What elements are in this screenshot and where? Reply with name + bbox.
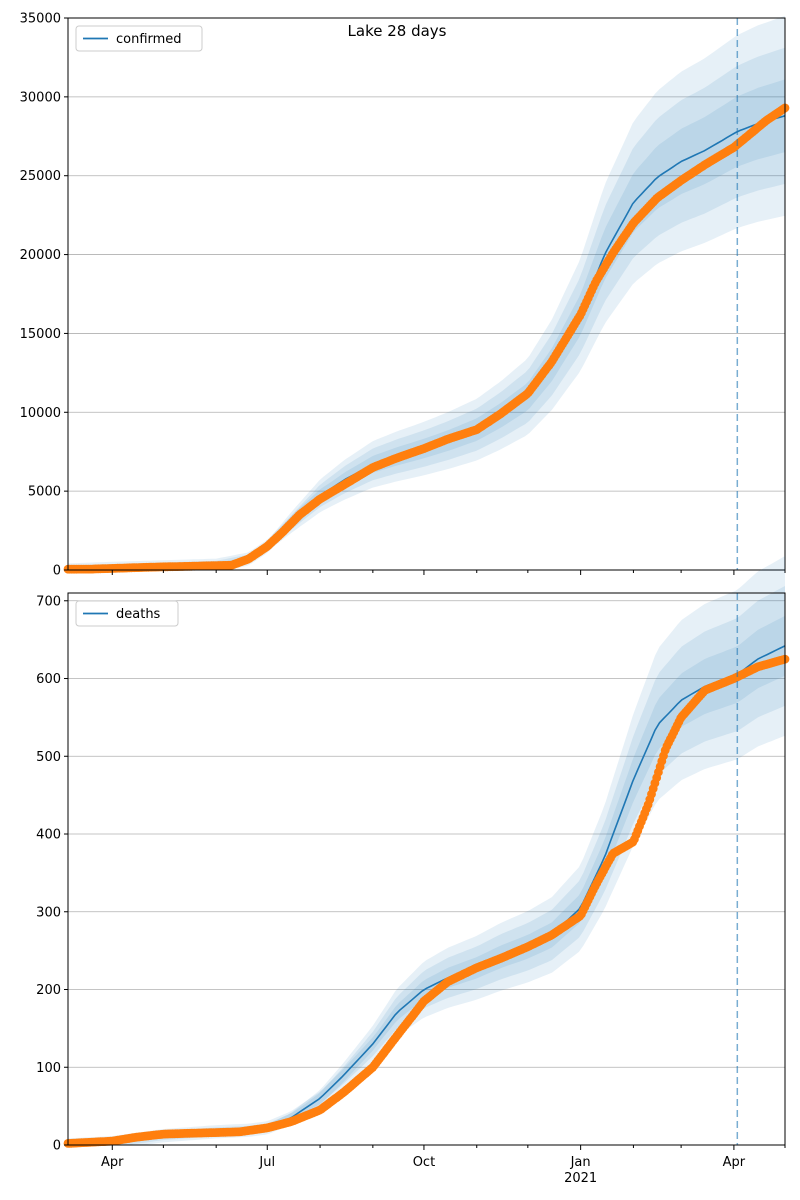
- y-tick-label: 200: [36, 983, 61, 998]
- legend: confirmed: [75, 25, 203, 52]
- confirmed-panel: 0 5000 10000 15000 20000 25000 30000 35000 confi…: [20, 12, 790, 579]
- chart-panels: 05000100001500020000250003000035000confi…: [20, 12, 790, 1186]
- uncertainty-band-2: [68, 47, 785, 570]
- observed-points: [63, 103, 790, 574]
- y-tick-label: 30000: [20, 90, 61, 105]
- uncertainty-band-1: [68, 556, 785, 1145]
- legend-box: [75, 25, 203, 52]
- legend-label: deaths: [116, 607, 161, 622]
- x-year-label: 2021: [564, 1171, 597, 1186]
- y-tick-label: 400: [36, 828, 61, 843]
- y-tick-label: 0: [53, 1139, 61, 1154]
- y-tick-label: 10000: [20, 406, 61, 421]
- uncertainty-band-3: [68, 615, 785, 1145]
- legend-box: [75, 600, 179, 627]
- y-tick-label: 700: [36, 594, 61, 609]
- legend-label: confirmed: [116, 32, 182, 47]
- axes-frame: [67, 592, 786, 1146]
- y-tick-label: 25000: [20, 169, 61, 184]
- figure-title: Lake 28 days: [348, 22, 447, 40]
- x-tick-label: Apr: [723, 1155, 746, 1170]
- legend: deaths: [75, 600, 179, 627]
- y-tick-label: 0: [53, 564, 61, 579]
- deaths-panel: 0 100 200 300 400 500 600 700 Apr Jul Oct Jan Apr 202…: [36, 556, 790, 1186]
- x-tick-label: Apr: [101, 1155, 124, 1170]
- y-tick-label: 100: [36, 1061, 61, 1076]
- y-tick-label: 500: [36, 750, 61, 765]
- axes-frame: [67, 17, 786, 571]
- uncertainty-band-2: [68, 586, 785, 1145]
- y-tick-label: 300: [36, 905, 61, 920]
- y-tick-label: 35000: [20, 12, 61, 27]
- x-tick-label: Oct: [413, 1155, 435, 1170]
- y-tick-label: 20000: [20, 248, 61, 263]
- y-tick-label: 5000: [28, 485, 61, 500]
- x-tick-label: Jul: [258, 1155, 275, 1170]
- observed-points: [63, 654, 790, 1148]
- uncertainty-band-3: [68, 79, 785, 571]
- y-tick-label: 600: [36, 672, 61, 687]
- y-tick-label: 15000: [20, 327, 61, 342]
- uncertainty-band-1: [68, 15, 785, 570]
- x-tick-label: Jan: [570, 1155, 591, 1170]
